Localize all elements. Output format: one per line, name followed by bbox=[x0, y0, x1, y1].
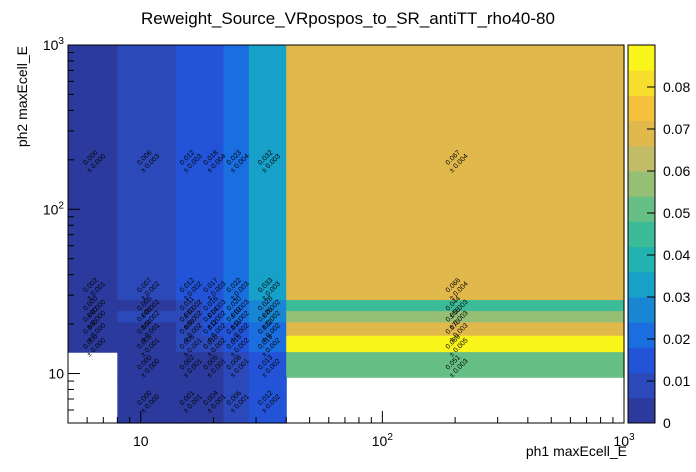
heatmap-cell bbox=[248, 300, 287, 312]
heatmap-cell bbox=[248, 274, 287, 301]
colorbar-tick-label: 0.05 bbox=[663, 205, 690, 221]
heatmap-cell bbox=[286, 311, 625, 323]
heatmap-cell bbox=[223, 377, 250, 424]
heatmap-cell bbox=[202, 352, 225, 378]
heatmap-cell bbox=[202, 335, 225, 353]
colorbar-swatch bbox=[628, 372, 655, 399]
heatmap-cell bbox=[248, 311, 287, 323]
heatmap-cell bbox=[117, 311, 177, 323]
heatmap-cell bbox=[202, 300, 225, 312]
colorbar-swatch bbox=[628, 70, 655, 96]
heatmap-cell bbox=[286, 322, 625, 337]
heatmap-cell bbox=[202, 45, 225, 276]
colorbar-swatch bbox=[628, 221, 655, 248]
y-tick-label: 103 bbox=[43, 36, 65, 53]
y-tick-label: 10 bbox=[48, 366, 64, 382]
x-tick-label: 103 bbox=[613, 432, 635, 449]
plot-frame bbox=[67, 44, 625, 424]
colorbar-tick-label: 0.02 bbox=[663, 331, 690, 347]
heatmap-cell bbox=[68, 45, 118, 276]
colorbar-swatch bbox=[628, 120, 655, 147]
colorbar-swatch bbox=[628, 347, 655, 374]
x-axis: 10 102 103 bbox=[67, 411, 635, 449]
heatmap-cell bbox=[223, 300, 250, 312]
heatmap-cell bbox=[117, 322, 177, 337]
heatmap-cell bbox=[286, 335, 625, 353]
heatmap-cell bbox=[223, 322, 250, 337]
heatmap-cell bbox=[117, 335, 177, 353]
colorbar-tick-label: 0.03 bbox=[663, 289, 690, 305]
colorbar-swatch bbox=[628, 45, 655, 71]
chart-title: Reweight_Source_VRpospos_to_SR_antiTT_rh… bbox=[141, 9, 555, 28]
heatmap-cell bbox=[202, 377, 225, 424]
heatmap-cell bbox=[176, 274, 204, 301]
heatmap-cell bbox=[202, 311, 225, 323]
colorbar-swatch bbox=[628, 271, 655, 298]
x-tick-label: 102 bbox=[372, 432, 394, 449]
x-tick-label: 10 bbox=[133, 433, 149, 449]
heatmap-cell bbox=[176, 335, 204, 353]
colorbar-tick-label: 0.07 bbox=[663, 121, 690, 137]
colorbar: 0 0.01 0.02 0.03 0.04 0.05 0.06 0.07 0.08 bbox=[627, 44, 690, 431]
colorbar-frame bbox=[627, 44, 656, 424]
cell-labels: 0.000± 0.000 0.006± 0.003 0.012± 0.0030.01… bbox=[82, 149, 470, 414]
colorbar-tick-label: 0.06 bbox=[663, 163, 690, 179]
colorbar-swatch bbox=[628, 246, 655, 273]
colorbar-tick-label: 0.01 bbox=[663, 373, 690, 389]
heatmap-cell bbox=[248, 335, 287, 353]
heatmap-cell bbox=[117, 300, 177, 312]
heatmap-cell bbox=[223, 335, 250, 353]
heatmap-cell bbox=[223, 352, 250, 378]
y-axis: 10 102 103 bbox=[43, 36, 80, 424]
heatmap-cell bbox=[223, 311, 250, 323]
colorbar-swatch bbox=[628, 196, 655, 222]
heatmap-cell bbox=[286, 300, 625, 312]
heatmap-cell bbox=[68, 274, 118, 301]
heatmap-cell bbox=[68, 335, 118, 353]
heatmap-cell bbox=[68, 322, 118, 337]
heatmap-cell bbox=[286, 274, 625, 301]
colorbar-tick-label: 0.04 bbox=[663, 247, 690, 263]
colorbar-swatch bbox=[628, 145, 655, 172]
heatmap-cell bbox=[223, 274, 250, 301]
heatmap-cell bbox=[286, 45, 625, 276]
heatmap-cell bbox=[176, 45, 204, 276]
colorbar-swatch bbox=[628, 322, 655, 348]
heatmap-cell bbox=[176, 322, 204, 337]
heatmap-cell bbox=[223, 45, 250, 276]
heatmap-cell bbox=[248, 45, 287, 276]
colorbar-swatch bbox=[628, 95, 655, 122]
heatmap-cell bbox=[248, 377, 287, 424]
heatmap-cell bbox=[117, 377, 177, 424]
y-tick-label: 102 bbox=[43, 200, 65, 217]
heatmap-cell bbox=[176, 311, 204, 323]
colorbar-swatch bbox=[628, 397, 655, 424]
heatmap-cell bbox=[202, 274, 225, 301]
heatmap-cells bbox=[68, 45, 625, 424]
heatmap-cell bbox=[176, 377, 204, 424]
colorbar-swatch bbox=[628, 171, 655, 197]
colorbar-tick-label: 0.08 bbox=[663, 79, 690, 95]
x-axis-label: ph1 maxEcell_E bbox=[526, 443, 627, 459]
heatmap-cell bbox=[286, 352, 625, 378]
heatmap-cell bbox=[117, 274, 177, 301]
heatmap-cell bbox=[248, 322, 287, 337]
heatmap-cell bbox=[117, 45, 177, 276]
heatmap-cell bbox=[202, 322, 225, 337]
colorbar-swatch bbox=[628, 297, 655, 323]
colorbar-tick-label: 0 bbox=[663, 415, 671, 431]
heatmap-cell bbox=[248, 352, 287, 378]
heatmap-cell bbox=[176, 352, 204, 378]
heatmap-cell bbox=[176, 300, 204, 312]
heatmap-cell bbox=[68, 300, 118, 312]
y-axis-label: ph2 maxEcell_E bbox=[14, 46, 30, 147]
heatmap-cell bbox=[68, 311, 118, 323]
heatmap-cell bbox=[117, 352, 177, 378]
